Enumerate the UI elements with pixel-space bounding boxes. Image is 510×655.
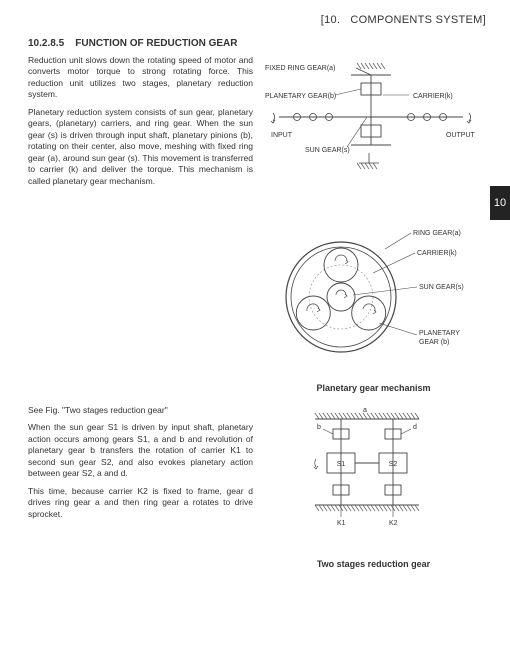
label-carrier-2: CARRIER(k): [417, 250, 457, 257]
para-1: Reduction unit slows down the rotating s…: [28, 55, 253, 101]
section-number: 10.2.8.5: [28, 38, 64, 49]
diagram-2-container: RING GEAR(a) CARRIER(k) SUN GEAR(s) PLAN…: [261, 217, 486, 393]
label-b: b: [317, 424, 321, 431]
label-planetary: PLANETARY GEAR(b): [265, 93, 336, 100]
caption-diagram-2: Planetary gear mechanism: [261, 383, 486, 393]
label-carrier: CARRIER(k): [413, 93, 453, 100]
chapter-number: 10.: [324, 14, 340, 26]
label-ring-gear: RING GEAR(a): [413, 230, 461, 237]
diagram-schematic: FIXED RING GEAR(a) PLANETARY GEAR(b) CAR…: [261, 55, 481, 215]
row-2: RING GEAR(a) CARRIER(k) SUN GEAR(s) PLAN…: [28, 217, 486, 397]
row-3: See Fig. "Two stages reduction gear" Whe…: [28, 405, 486, 573]
label-output: OUTPUT: [446, 132, 476, 139]
diagram-1-container: FIXED RING GEAR(a) PLANETARY GEAR(b) CAR…: [261, 55, 486, 215]
label-d: d: [413, 424, 417, 431]
label-planetary-2b: GEAR (b): [419, 339, 449, 346]
label-a: a: [363, 407, 367, 414]
label-k2: K2: [389, 520, 398, 527]
para-2: Planetary reduction system consists of s…: [28, 107, 253, 187]
section-heading: 10.2.8.5 FUNCTION OF REDUCTION GEAR: [28, 38, 486, 49]
para-3: See Fig. "Two stages reduction gear": [28, 405, 253, 416]
page: [10. COMPONENTS SYSTEM] 10.2.8.5 FUNCTIO…: [0, 0, 510, 655]
label-k1: K1: [337, 520, 346, 527]
text-block-2: See Fig. "Two stages reduction gear" Whe…: [28, 405, 253, 573]
label-input: INPUT: [271, 132, 293, 139]
diagram-two-stages: a b d S1 S2: [261, 405, 481, 545]
row-1: Reduction unit slows down the rotating s…: [28, 55, 486, 215]
label-planetary-2a: PLANETARY: [419, 330, 460, 337]
caption-diagram-3: Two stages reduction gear: [261, 559, 486, 569]
para-4: When the sun gear S1 is driven by input …: [28, 422, 253, 479]
chapter-title: COMPONENTS SYSTEM: [350, 14, 482, 26]
side-tab: 10: [490, 186, 510, 220]
side-tab-label: 10: [494, 197, 506, 209]
page-header: [10. COMPONENTS SYSTEM]: [28, 14, 486, 26]
label-s2: S2: [389, 461, 398, 468]
para-5: This time, because carrier K2 is fixed t…: [28, 486, 253, 520]
spacer-1: [28, 217, 253, 397]
diagram-planetary-mechanism: RING GEAR(a) CARRIER(k) SUN GEAR(s) PLAN…: [261, 217, 481, 377]
section-title: FUNCTION OF REDUCTION GEAR: [75, 38, 237, 49]
text-block-1: Reduction unit slows down the rotating s…: [28, 55, 253, 215]
label-sun: SUN GEAR(s): [305, 147, 350, 154]
label-fixed-ring: FIXED RING GEAR(a): [265, 65, 335, 72]
diagram-3-container: a b d S1 S2: [261, 405, 486, 569]
label-sun-2: SUN GEAR(s): [419, 284, 464, 291]
label-s1: S1: [337, 461, 346, 468]
